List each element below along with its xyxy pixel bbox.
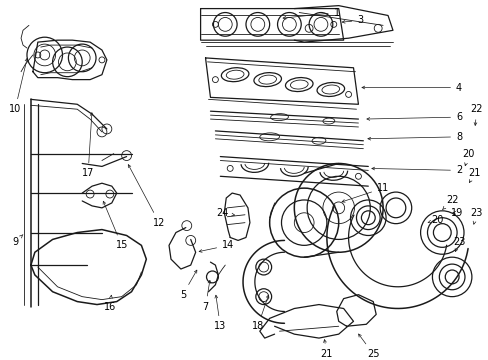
Text: 3: 3 xyxy=(342,15,363,26)
Text: 8: 8 xyxy=(367,132,461,142)
Text: 23: 23 xyxy=(469,208,482,224)
Text: 24: 24 xyxy=(216,208,234,218)
Text: 21: 21 xyxy=(468,168,480,183)
Text: 4: 4 xyxy=(361,82,461,93)
Text: 12: 12 xyxy=(128,165,165,228)
Text: 25: 25 xyxy=(358,334,379,359)
Text: 13: 13 xyxy=(214,295,226,331)
Text: 18: 18 xyxy=(251,295,268,331)
Text: 5: 5 xyxy=(180,270,197,300)
Text: 7: 7 xyxy=(202,280,210,311)
Text: 23: 23 xyxy=(452,237,464,252)
Text: 21: 21 xyxy=(320,339,332,359)
Text: 11: 11 xyxy=(342,183,388,202)
Text: 1: 1 xyxy=(283,8,339,19)
Text: 19: 19 xyxy=(450,208,462,218)
Text: 20: 20 xyxy=(427,215,443,225)
Text: 6: 6 xyxy=(366,112,461,122)
Text: 22: 22 xyxy=(469,104,482,125)
Text: 9: 9 xyxy=(12,235,23,247)
Text: 22: 22 xyxy=(442,195,457,210)
Text: 15: 15 xyxy=(103,201,127,250)
Text: 17: 17 xyxy=(82,113,94,178)
Text: 10: 10 xyxy=(9,58,28,114)
Text: 2: 2 xyxy=(371,165,461,175)
Text: 16: 16 xyxy=(103,295,116,311)
Text: 20: 20 xyxy=(462,149,474,166)
Text: 14: 14 xyxy=(199,240,234,252)
